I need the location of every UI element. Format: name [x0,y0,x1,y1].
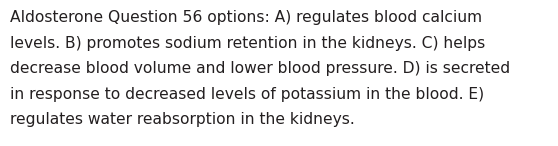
Text: levels. B) promotes sodium retention in the kidneys. C) helps: levels. B) promotes sodium retention in … [10,36,485,51]
Text: regulates water reabsorption in the kidneys.: regulates water reabsorption in the kidn… [10,112,355,127]
Text: in response to decreased levels of potassium in the blood. E): in response to decreased levels of potas… [10,87,484,102]
Text: Aldosterone Question 56 options: A) regulates blood calcium: Aldosterone Question 56 options: A) regu… [10,10,482,25]
Text: decrease blood volume and lower blood pressure. D) is secreted: decrease blood volume and lower blood pr… [10,61,510,76]
